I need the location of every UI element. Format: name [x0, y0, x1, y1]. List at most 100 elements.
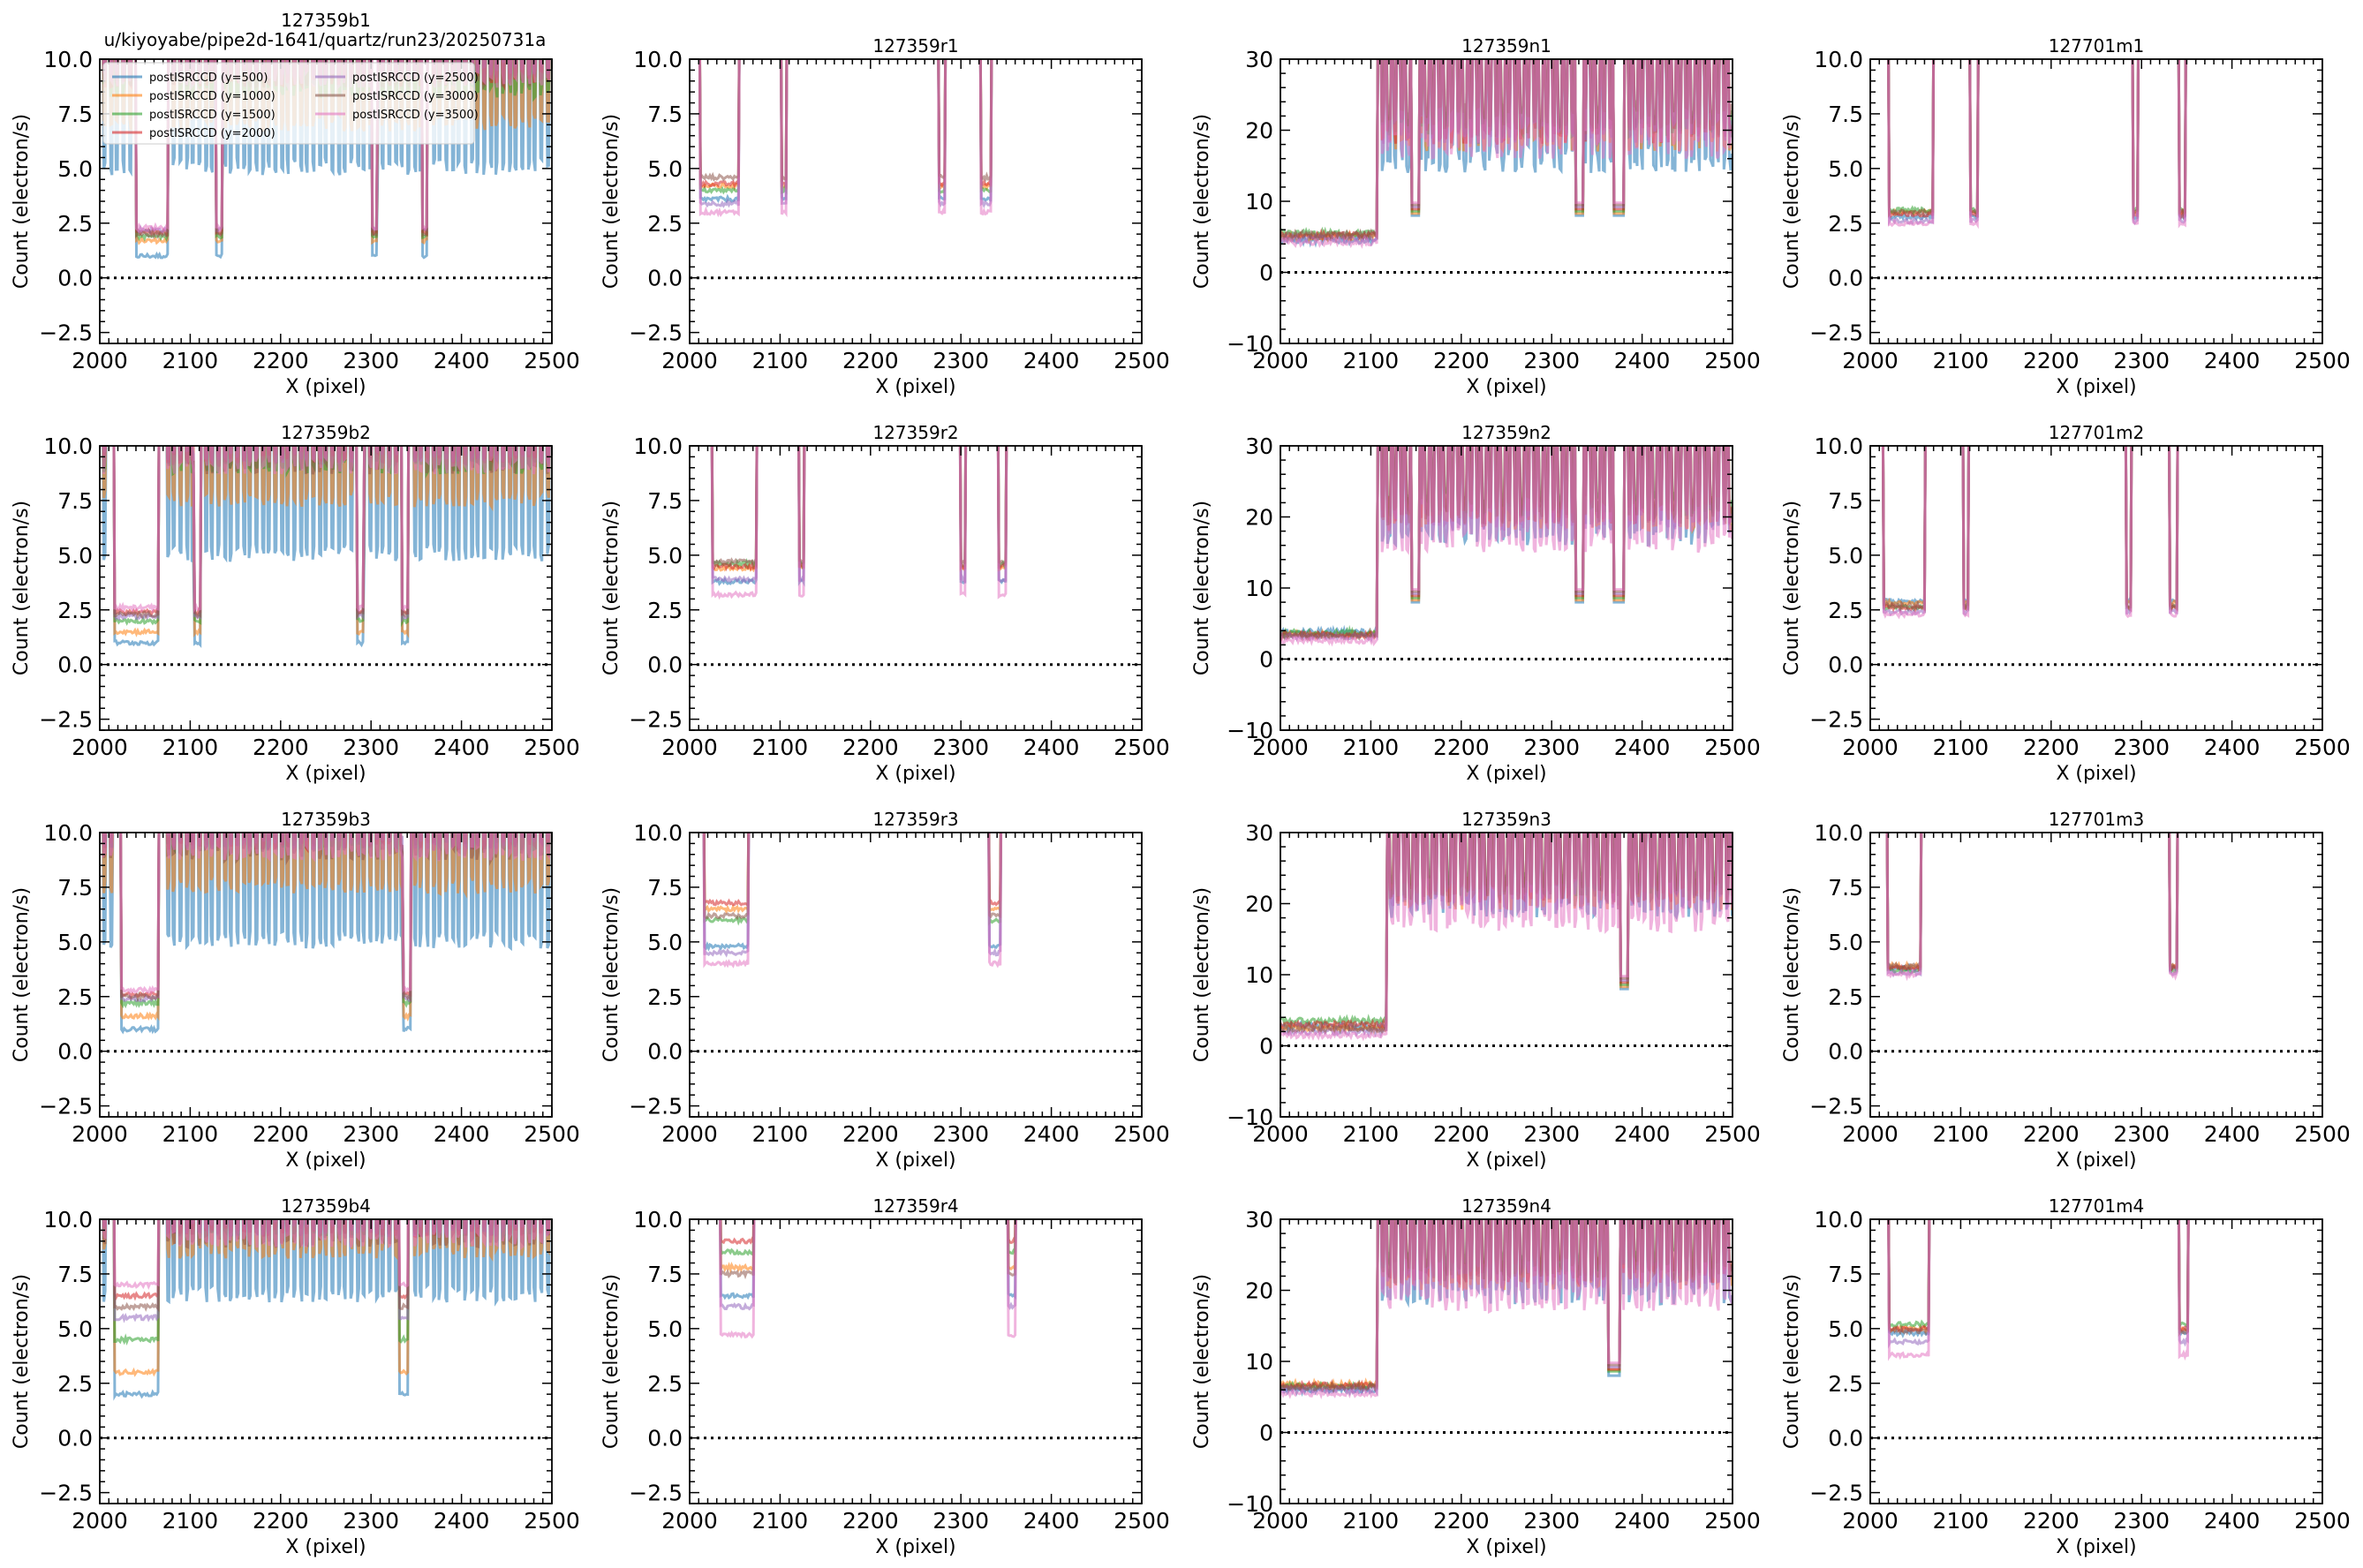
subplot-127359b4: 2000 2100 2200 2300 2400 2500 −2.5 0.0 2.5 5.0 7.5…	[11, 1195, 580, 1558]
subplot-127359r1: 2000 2100 2200 2300 2400 2500 −2.5 0.0 2.5 5.0 7.5…	[600, 35, 1170, 398]
y-axis-label: Count (electron/s)	[1781, 1274, 1803, 1449]
y-tick-label: 0.0	[57, 1426, 93, 1451]
x-tick-label: 2400	[434, 1508, 490, 1534]
subplot-127359b2: 2000 2100 2200 2300 2400 2500 −2.5 0.0 2.5 5.0 7.5…	[11, 422, 580, 785]
y-tick-label: 10.0	[1814, 47, 1863, 72]
y-axis-label: Count (electron/s)	[1781, 501, 1803, 675]
x-tick-label: 2100	[752, 348, 809, 373]
subplot-127359n2: 2000 2100 2200 2300 2400 2500 −10 0 10 20 30 127359…	[1191, 422, 1761, 785]
x-tick-label: 2400	[1614, 1508, 1671, 1534]
y-tick-label: 10.0	[633, 433, 683, 459]
y-tick-label: 7.5	[57, 875, 93, 901]
x-tick-label: 2300	[932, 348, 989, 373]
series-line-postisrccd-y-3500-	[1280, 833, 1733, 1042]
series-lines	[1280, 1219, 1733, 1400]
series-line-postisrccd-y-1000-	[1280, 446, 1733, 641]
x-axis-label: X (pixel)	[2056, 1150, 2136, 1172]
x-axis-label: X (pixel)	[2056, 1536, 2136, 1558]
y-tick-label: 5.0	[1828, 156, 1863, 182]
series-line-postisrccd-y-3500-	[698, 59, 993, 218]
x-tick-label: 2500	[2294, 1508, 2351, 1534]
y-tick-label: 0.0	[647, 1426, 683, 1451]
subplot-127359n3: 2000 2100 2200 2300 2400 2500 −10 0 10 20 30 127359…	[1191, 809, 1761, 1172]
x-tick-label: 2500	[524, 348, 580, 373]
x-axis-label: X (pixel)	[285, 376, 366, 398]
x-tick-label: 2200	[1433, 348, 1490, 373]
y-tick-label: 7.5	[57, 488, 93, 514]
y-tick-label: 10.0	[633, 47, 683, 72]
y-tick-label: 2.5	[57, 984, 93, 1010]
y-tick-label: 0	[1259, 1421, 1273, 1446]
y-tick-label: 20	[1245, 892, 1273, 917]
y-axis-label: Count (electron/s)	[600, 114, 623, 289]
x-tick-label: 2000	[1252, 1508, 1309, 1534]
y-tick-label: 10.0	[43, 433, 93, 459]
y-tick-label: 20	[1245, 118, 1273, 144]
x-tick-label: 2300	[1523, 1121, 1580, 1147]
axes-frame	[689, 832, 1143, 1118]
series-line-postisrccd-y-3000-	[1280, 446, 1733, 642]
x-axis-label: X (pixel)	[875, 376, 955, 398]
x-tick-label: 2300	[932, 1508, 989, 1534]
x-tick-label: 2200	[1433, 1508, 1490, 1534]
x-tick-label: 2000	[72, 1121, 128, 1147]
y-tick-label: 10.0	[43, 47, 93, 72]
y-tick-label: −2.5	[629, 320, 683, 346]
y-tick-label: 7.5	[57, 102, 93, 127]
y-tick-label: −10	[1227, 331, 1273, 357]
series-line-postisrccd-y-2000-	[1885, 833, 2179, 972]
y-tick-label: 7.5	[57, 1262, 93, 1287]
subplot-127359n1: 2000 2100 2200 2300 2400 2500 −10 0 10 20 30 127359…	[1191, 35, 1761, 398]
x-tick-label: 2400	[1023, 1508, 1080, 1534]
y-tick-label: 5.0	[647, 156, 683, 182]
series-lines	[1280, 59, 1733, 249]
series-line-postisrccd-y-3000-	[1887, 59, 2187, 220]
x-tick-label: 2200	[2023, 1121, 2080, 1147]
subplot-127359r2: 2000 2100 2200 2300 2400 2500 −2.5 0.0 2.5 5.0 7.5…	[600, 422, 1170, 785]
x-tick-label: 2100	[1343, 1121, 1400, 1147]
y-tick-label: 5.0	[1828, 543, 1863, 569]
series-lines	[698, 59, 993, 218]
x-axis-label: X (pixel)	[285, 763, 366, 785]
subplot-title: 127701m1	[2049, 35, 2145, 57]
y-tick-label: 0.0	[1828, 652, 1863, 678]
y-tick-label: 0.0	[57, 652, 93, 678]
x-tick-label: 2200	[2023, 1508, 2080, 1534]
legend-entry: postISRCCD (y=1000)	[149, 90, 276, 103]
x-tick-label: 2400	[1614, 1121, 1671, 1147]
x-tick-label: 2500	[524, 1121, 580, 1147]
series-line-postisrccd-y-3500-	[1280, 59, 1733, 249]
y-tick-label: 0.0	[57, 1039, 93, 1065]
y-tick-label: −2.5	[629, 707, 683, 733]
x-tick-label: 2500	[2294, 1121, 2351, 1147]
x-tick-label: 2500	[1704, 1121, 1761, 1147]
series-line-postisrccd-y-3500-	[1885, 833, 2179, 982]
y-tick-label: 5.0	[57, 1316, 93, 1342]
series-line-postisrccd-y-2500-	[1280, 446, 1733, 644]
x-tick-label: 2100	[1343, 1508, 1400, 1534]
subplot-127701m4: 2000 2100 2200 2300 2400 2500 −2.5 0.0 2.5 5.0 7.5…	[1781, 1195, 2351, 1558]
series-line-postisrccd-y-3000-	[102, 446, 551, 620]
subplot-127701m1: 2000 2100 2200 2300 2400 2500 −2.5 0.0 2.5 5.0 7.5…	[1781, 35, 2351, 398]
x-tick-label: 2000	[72, 348, 128, 373]
x-tick-label: 2100	[162, 735, 219, 760]
y-tick-label: 0.0	[1828, 266, 1863, 291]
y-tick-label: 30	[1245, 820, 1273, 846]
x-tick-label: 2400	[434, 348, 490, 373]
series-line-postisrccd-y-1500-	[1885, 833, 2179, 975]
x-tick-label: 2100	[1343, 348, 1400, 373]
y-tick-label: −2.5	[39, 1481, 93, 1506]
y-tick-label: −2.5	[1809, 320, 1863, 346]
series-line-postisrccd-y-1000-	[102, 833, 551, 1022]
x-tick-label: 2300	[932, 1121, 989, 1147]
x-tick-label: 2300	[343, 1121, 399, 1147]
series-line-postisrccd-y-500-	[1887, 59, 2187, 222]
x-tick-label: 2300	[2113, 348, 2170, 373]
series-lines	[102, 1219, 551, 1401]
y-tick-label: 5.0	[1828, 930, 1863, 955]
y-tick-label: 10.0	[43, 1207, 93, 1233]
y-axis-label: Count (electron/s)	[11, 501, 33, 675]
series-line-postisrccd-y-1500-	[1280, 446, 1733, 640]
series-line-postisrccd-y-500-	[698, 59, 993, 204]
y-tick-label: 10.0	[1814, 820, 1863, 846]
